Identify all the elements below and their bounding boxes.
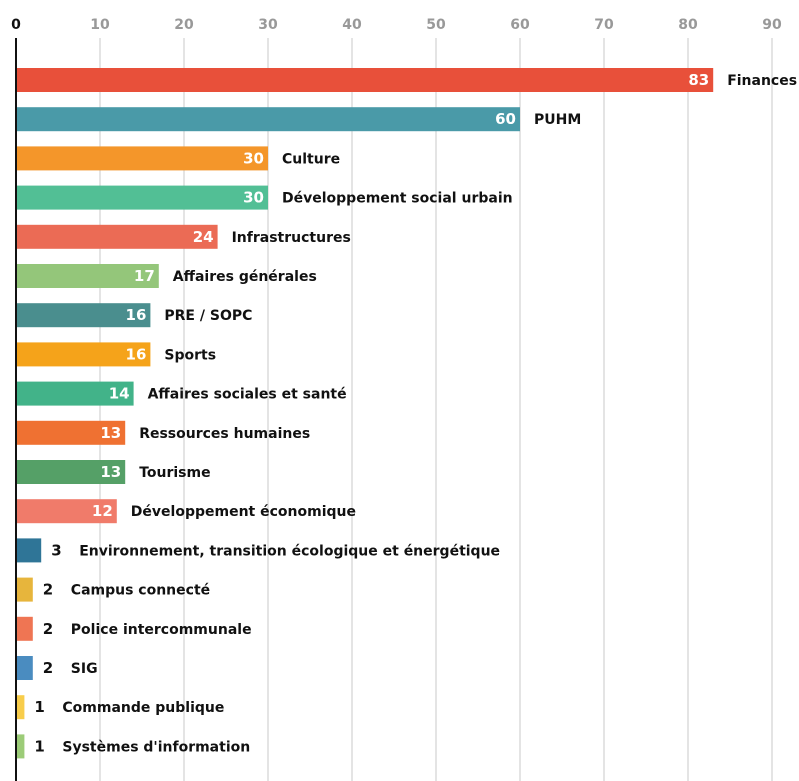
category-label: Sports xyxy=(164,347,216,363)
category-label: Affaires sociales et santé xyxy=(148,387,347,403)
bar xyxy=(16,264,159,288)
category-label: Police intercommunale xyxy=(71,622,252,638)
category-label: Tourisme xyxy=(139,465,210,481)
bar-group: 2 Police intercommunale xyxy=(16,616,252,641)
x-tick-label: 50 xyxy=(426,17,446,33)
bar-group: 1 Systèmes d'information xyxy=(16,734,250,759)
bar xyxy=(16,577,33,602)
x-tick-label: 60 xyxy=(510,17,530,33)
bar-value-label: 17 xyxy=(134,267,155,285)
bar-group: 30 Développement social urbain xyxy=(16,185,513,210)
x-tick-label: 90 xyxy=(762,17,782,33)
category-label: PUHM xyxy=(534,112,581,128)
x-tick-label: 10 xyxy=(90,17,110,33)
bar xyxy=(16,107,520,132)
bar-group: 30 Culture xyxy=(16,146,340,171)
bar-group: 2 Campus connecté xyxy=(16,577,210,602)
bar xyxy=(16,538,42,563)
x-tick-label: 80 xyxy=(678,17,698,33)
bar-group: 83 Finances xyxy=(16,68,797,92)
category-label: Commande publique xyxy=(62,700,224,716)
bar-value-label: 16 xyxy=(126,306,147,324)
bar-group: 13 Tourisme xyxy=(16,460,211,484)
x-axis-ticks: 0 10 20 30 40 50 60 70 80 90 xyxy=(11,17,782,33)
bar-value-label: 1 xyxy=(34,737,44,755)
category-label: SIG xyxy=(71,661,98,677)
bar xyxy=(16,68,714,92)
category-label: Culture xyxy=(282,151,340,167)
bar xyxy=(16,460,126,484)
category-label: Développement économique xyxy=(131,504,356,520)
bar-value-label: 13 xyxy=(100,463,121,481)
bar xyxy=(16,381,134,406)
bar-value-label: 24 xyxy=(193,228,214,246)
bar-value-label: 2 xyxy=(43,581,53,599)
bar-value-label: 30 xyxy=(243,189,264,207)
bar xyxy=(16,224,218,249)
bar xyxy=(16,734,25,759)
bar-group: 2 SIG xyxy=(16,656,98,680)
bar xyxy=(16,303,151,328)
category-label: Affaires générales xyxy=(173,269,317,285)
x-tick-label: 70 xyxy=(594,17,614,33)
category-label: Campus connecté xyxy=(71,583,210,599)
category-label: Infrastructures xyxy=(232,230,351,246)
bar-value-label: 1 xyxy=(34,698,44,716)
bar-group: 16 Sports xyxy=(16,342,216,367)
bar-value-label: 3 xyxy=(51,541,61,559)
bar xyxy=(16,499,117,524)
bar-value-label: 14 xyxy=(109,385,130,403)
bar-value-label: 12 xyxy=(92,502,113,520)
category-label: Ressources humaines xyxy=(139,426,310,442)
category-label: Systèmes d'information xyxy=(62,739,250,755)
x-tick-label: 0 xyxy=(11,17,21,33)
bar-value-label: 2 xyxy=(43,620,53,638)
bar xyxy=(16,695,25,720)
bar-group: 60 PUHM xyxy=(16,107,581,132)
bar xyxy=(16,420,126,445)
bar-group: 12 Développement économique xyxy=(16,499,356,524)
bar-group: 24 Infrastructures xyxy=(16,224,351,249)
bar-value-label: 83 xyxy=(688,71,709,89)
bar-group: 1 Commande publique xyxy=(16,695,224,720)
x-tick-label: 40 xyxy=(342,17,362,33)
bar-value-label: 30 xyxy=(243,149,264,167)
bar-group: 14 Affaires sociales et santé xyxy=(16,381,347,406)
bar-value-label: 60 xyxy=(495,110,516,128)
bar-value-label: 2 xyxy=(43,659,53,677)
bar-value-label: 16 xyxy=(126,345,147,363)
bar-group: 16 PRE / SOPC xyxy=(16,303,252,328)
category-label: Finances xyxy=(727,73,797,89)
bar xyxy=(16,146,268,171)
bar xyxy=(16,616,33,641)
bar xyxy=(16,342,151,367)
bar xyxy=(16,185,268,210)
x-tick-label: 20 xyxy=(174,17,194,33)
bar xyxy=(16,656,33,680)
bar-group: 13 Ressources humaines xyxy=(16,420,310,445)
bar-group: 17 Affaires générales xyxy=(16,264,317,288)
x-tick-label: 30 xyxy=(258,17,278,33)
category-label: Développement social urbain xyxy=(282,191,513,207)
category-label: Environnement, transition écologique et … xyxy=(79,543,500,559)
bars: 83 Finances 60 PUHM 30 Culture 30 Développement… xyxy=(16,68,797,759)
bar-value-label: 13 xyxy=(100,424,121,442)
bar-group: 3 Environnement, transition écologique et… xyxy=(16,538,500,563)
category-label: PRE / SOPC xyxy=(164,308,252,324)
